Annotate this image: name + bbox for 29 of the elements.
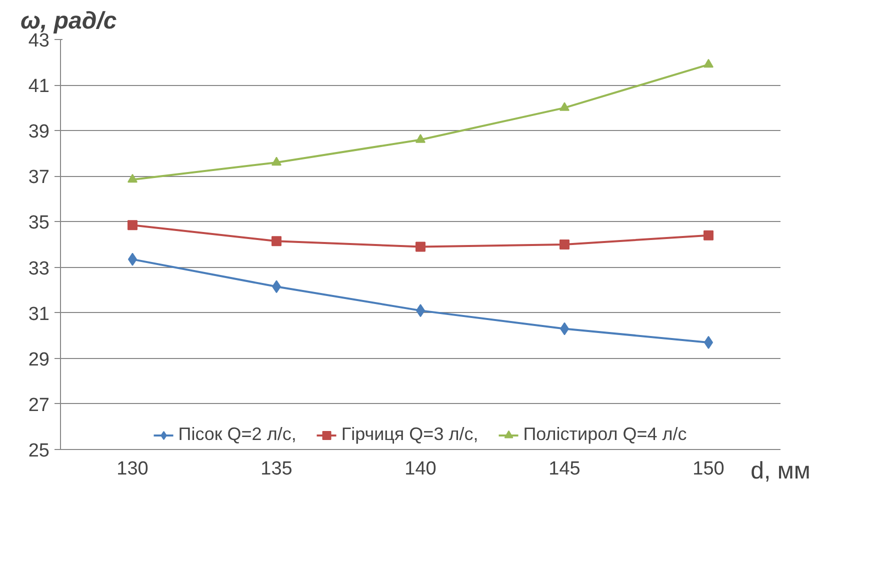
y-tick-label: 25: [28, 440, 50, 462]
y-tick-label: 39: [28, 122, 50, 143]
point: [128, 220, 138, 230]
point: [560, 240, 570, 250]
point: [128, 174, 138, 183]
y-tick-label: 41: [28, 76, 50, 98]
x-axis-title: d, мм: [750, 458, 810, 484]
x-tick-label: 140: [404, 458, 436, 480]
point: [272, 236, 282, 246]
point: [704, 230, 714, 240]
y-tick-label: 33: [28, 258, 50, 280]
y-tick-label: 35: [28, 212, 50, 234]
y-tick-label: 37: [28, 167, 50, 188]
point: [416, 134, 426, 143]
y-tick-label: 27: [28, 394, 50, 416]
legend-label: Полістирол Q=4 л/с: [523, 424, 687, 445]
point: [272, 156, 282, 166]
point: [560, 102, 570, 111]
y-tick-label: 31: [28, 304, 50, 325]
x-tick-label: 130: [116, 458, 148, 480]
point: [704, 58, 714, 68]
legend-label: Гірчиця Q=3 л/с,: [341, 424, 478, 445]
y-axis-title: ω, рад/с: [20, 8, 117, 34]
y-tick-label: 29: [28, 349, 50, 370]
point: [416, 242, 426, 252]
x-tick-label: 145: [548, 458, 580, 480]
legend-label: Пісок Q=2 л/с,: [178, 424, 296, 445]
x-tick-label: 135: [260, 458, 292, 480]
x-tick-label: 150: [692, 458, 724, 480]
